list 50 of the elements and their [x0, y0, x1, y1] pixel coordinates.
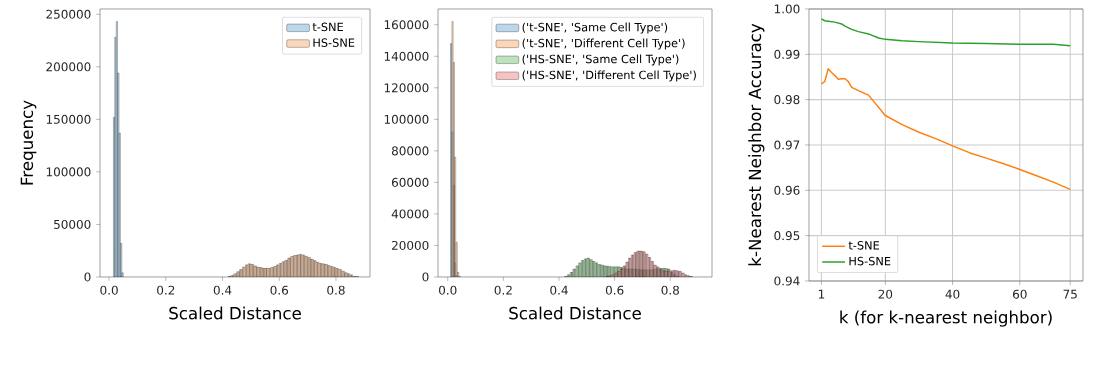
y-axis-title: Frequency [20, 100, 37, 185]
y-axis-title: k-Nearest Neighbor Accuracy [748, 23, 765, 266]
y-tick-label: 0.98 [774, 95, 800, 105]
y-tick-label: 0.96 [774, 185, 800, 195]
legend-label: HS-SNE [313, 38, 355, 47]
y-tick-label: 0.97 [774, 140, 800, 150]
x-axis-title: Scaled Distance [169, 306, 301, 320]
y-tick-label: 120000 [384, 83, 429, 93]
x-tick-label: 40 [945, 289, 960, 299]
x-tick-label: 0.6 [605, 285, 624, 295]
y-tick-label: 150000 [46, 114, 91, 124]
x-tick-label: 0.2 [157, 285, 175, 295]
x-axis-title: k (for k-nearest neighbor) [840, 310, 1052, 327]
x-tick-label: 0.8 [327, 285, 345, 295]
y-tick-label: 50000 [54, 219, 91, 229]
x-tick-label: 0.2 [494, 285, 512, 295]
y-tick-label: 250000 [46, 9, 91, 19]
legend-label: HS-SNE [849, 256, 891, 266]
x-tick-label: 75 [1063, 289, 1077, 299]
y-tick-label: 20000 [392, 240, 429, 250]
y-tick-label: 60000 [391, 177, 429, 187]
y-tick-label: 80000 [391, 146, 429, 156]
y-tick-label: 0 [422, 272, 429, 282]
x-tick-label: 0.0 [439, 285, 457, 295]
y-tick-label: 0 [84, 272, 91, 282]
y-tick-label: 100000 [46, 167, 91, 177]
y-tick-label: 200000 [46, 62, 91, 72]
x-tick-label: 0.8 [661, 285, 679, 295]
y-tick-label: 0.99 [774, 49, 800, 59]
legend-label: t-SNE [848, 241, 880, 250]
legend-label: ('HS-SNE', 'Same Cell Type') [522, 54, 679, 66]
x-tick-label: 20 [878, 289, 893, 299]
x-tick-label: 60 [1012, 289, 1027, 299]
y-tick-label: 0.95 [774, 231, 800, 241]
x-tick-label: 1 [818, 289, 825, 299]
x-tick-label: 0.6 [270, 285, 289, 295]
legend-label: t-SNE [312, 22, 343, 32]
legend-label: ('HS-SNE', 'Different Cell Type') [522, 70, 696, 82]
legend-label: ('t-SNE', 'Different Cell Type') [522, 38, 685, 50]
y-tick-label: 0.94 [774, 276, 800, 286]
x-tick-label: 0.4 [213, 285, 232, 295]
y-tick-label: 40000 [391, 209, 429, 219]
y-tick-label: 1.00 [774, 4, 800, 14]
legend-label: ('t-SNE', 'Same Cell Type') [522, 22, 668, 34]
y-tick-label: 100000 [384, 114, 429, 124]
x-axis-title: Scaled Distance [509, 306, 641, 320]
y-tick-label: 140000 [384, 51, 429, 61]
x-tick-label: 0.4 [550, 285, 568, 295]
x-tick-label: 0.0 [100, 285, 118, 295]
y-tick-label: 160000 [384, 20, 429, 30]
